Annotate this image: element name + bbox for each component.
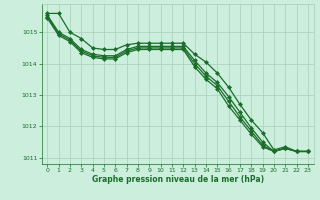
X-axis label: Graphe pression niveau de la mer (hPa): Graphe pression niveau de la mer (hPa)	[92, 175, 264, 184]
